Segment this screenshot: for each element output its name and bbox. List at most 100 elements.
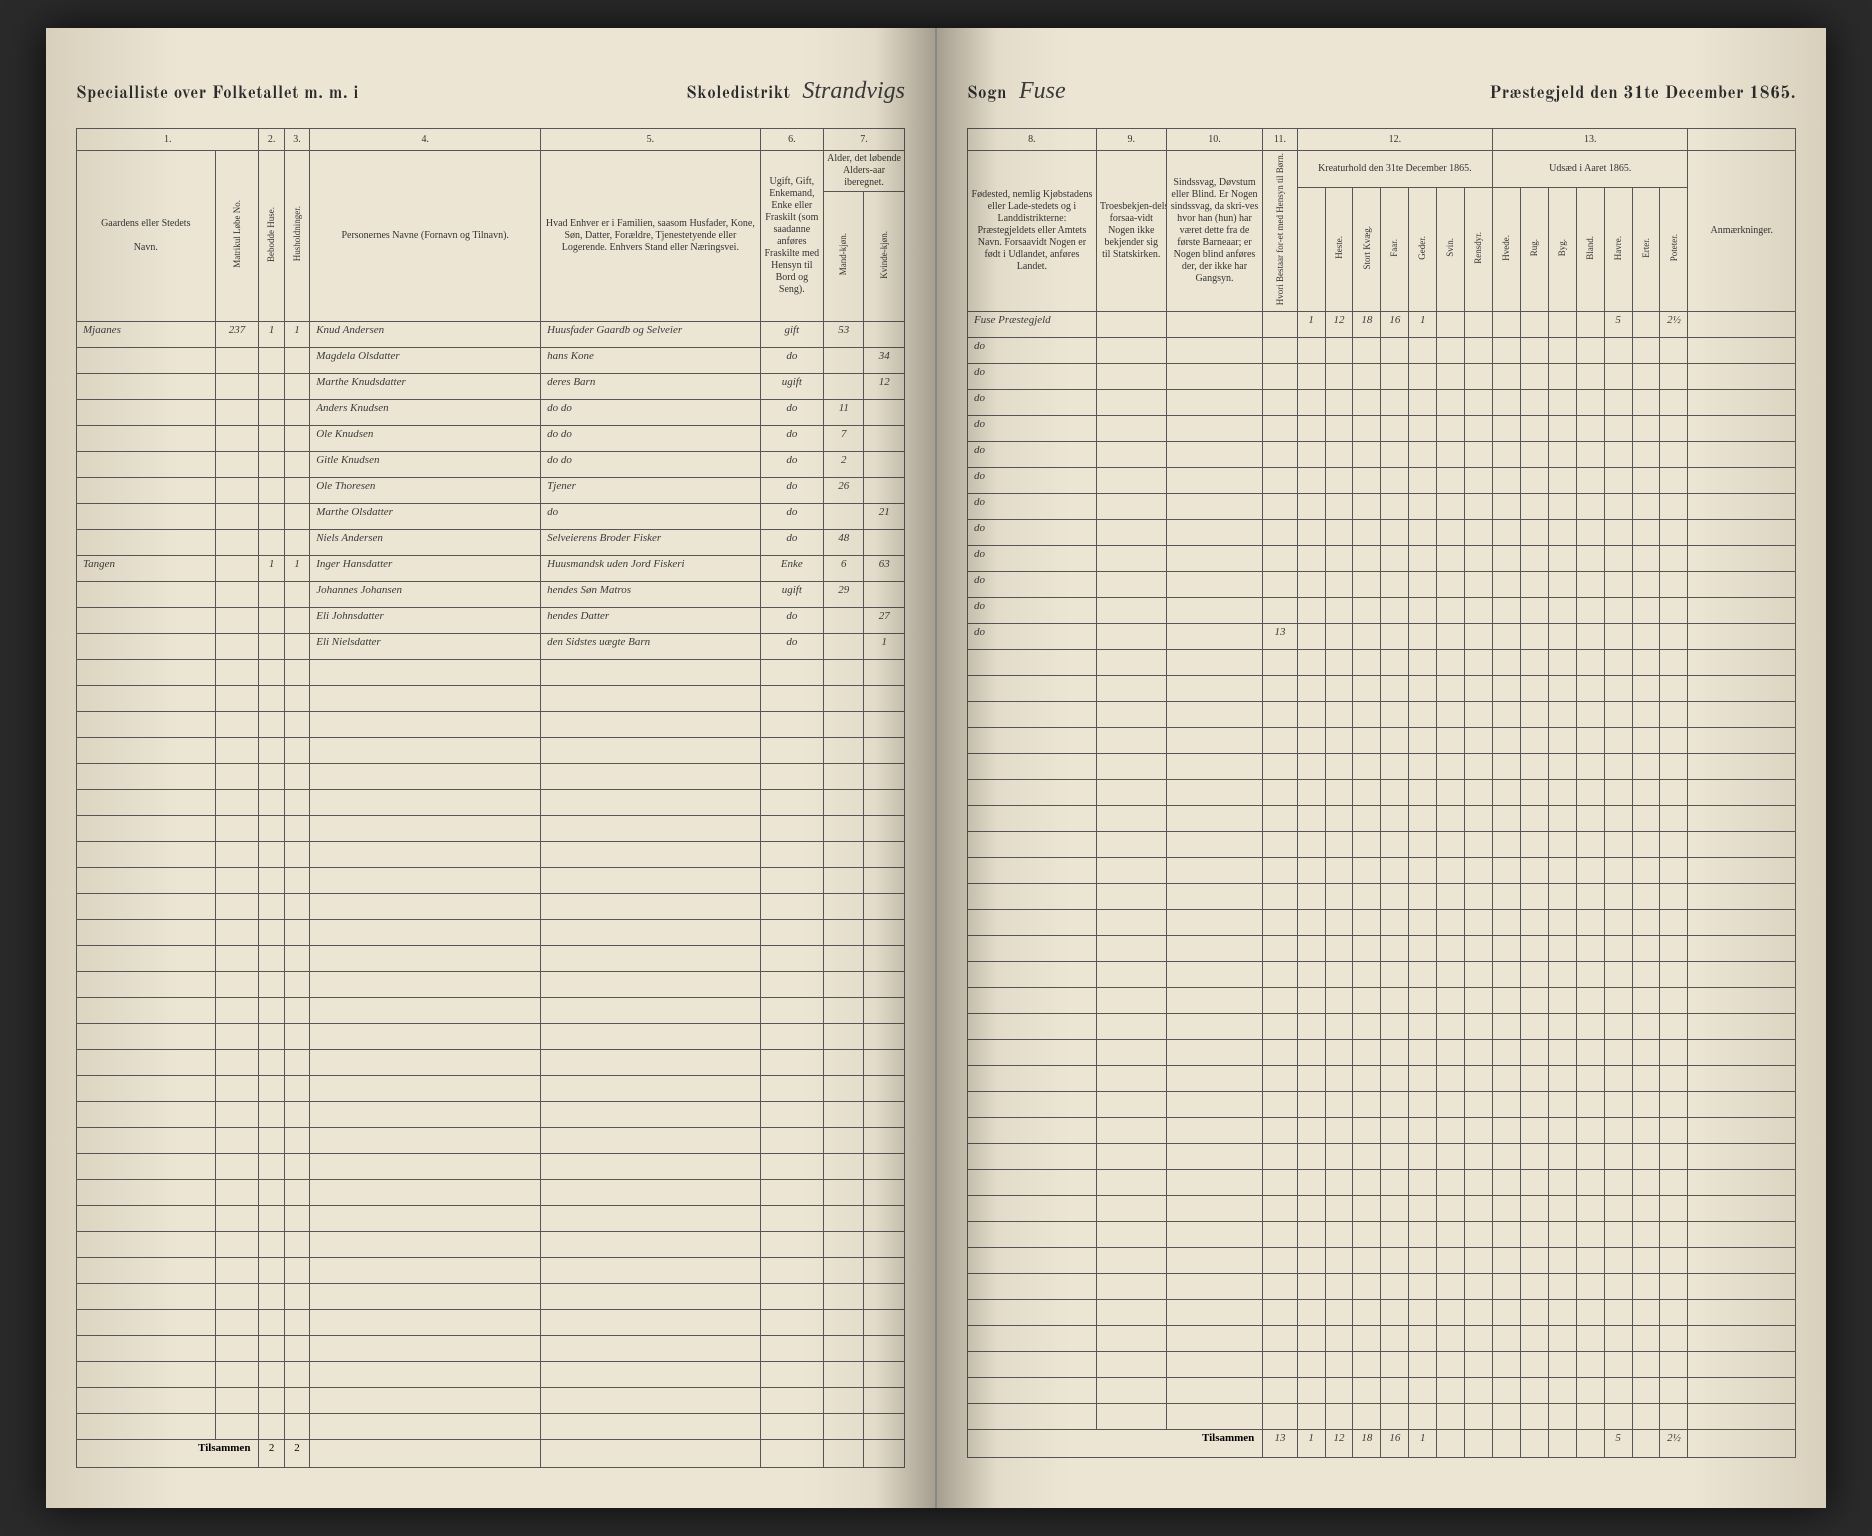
- total-kh-0: 1: [1297, 1430, 1325, 1458]
- total-ud-1: [1520, 1430, 1548, 1458]
- empty-row: [77, 946, 905, 972]
- skoledistrikt-label: Skoledistrikt: [686, 84, 790, 105]
- empty-row: [968, 650, 1796, 676]
- h11: Hvori Bestaar for‑et med Hensyn til Børn…: [1263, 151, 1297, 312]
- tilsammen-label-right: Tilsammen: [968, 1430, 1263, 1458]
- col-9-num: 9.: [1096, 129, 1166, 151]
- h7a: Alder, det løbende Alders‑aar iberegnet.: [824, 151, 905, 192]
- empty-row: [968, 910, 1796, 936]
- empty-row: [77, 816, 905, 842]
- empty-row: [77, 1232, 905, 1258]
- sub-header-1: Heste.: [1325, 188, 1353, 312]
- table-row: Niels AndersenSelveierens Broder Fiskerd…: [77, 530, 905, 556]
- table-row: do: [968, 494, 1796, 520]
- empty-row: [968, 676, 1796, 702]
- table-row: do: [968, 546, 1796, 572]
- left-table: 1. 2. 3. 4. 5. 6. 7. Gaardens eller Sted…: [76, 128, 905, 1468]
- sub-header-0: [1297, 188, 1325, 312]
- h4: Personernes Navne (Fornavn og Tilnavn).: [310, 151, 541, 322]
- empty-row: [77, 998, 905, 1024]
- empty-row: [77, 738, 905, 764]
- total-kh-3: 16: [1381, 1430, 1409, 1458]
- total-kh-6: [1465, 1430, 1493, 1458]
- col-1-num: 1.: [77, 129, 259, 151]
- empty-row: [968, 1066, 1796, 1092]
- table-row: Marthe Knudsdatterderes Barnugift12: [77, 374, 905, 400]
- empty-row: [968, 988, 1796, 1014]
- table-row: Tangen11Inger HansdatterHuusmandsk uden …: [77, 556, 905, 582]
- empty-row: [968, 1040, 1796, 1066]
- sub-header-10: Bland.: [1576, 188, 1604, 312]
- col-6-num: 6.: [760, 129, 824, 151]
- table-row: Gitle Knudsendo dodo2: [77, 452, 905, 478]
- table-row: do13: [968, 624, 1796, 650]
- empty-row: [77, 1102, 905, 1128]
- empty-row: [968, 1144, 1796, 1170]
- total-ud-3: [1576, 1430, 1604, 1458]
- right-table: 8. 9. 10. 11. 12. 13. Fødested, nemlig K…: [967, 128, 1796, 1458]
- total-kh-2: 18: [1353, 1430, 1381, 1458]
- empty-row: [77, 1050, 905, 1076]
- right-totals-row: Tilsammen 13 1 12 18 16 1 5 2½: [968, 1430, 1796, 1458]
- table-row: do: [968, 416, 1796, 442]
- empty-row: [77, 1362, 905, 1388]
- left-page: Specialliste over Folketallet m. m. i Sk…: [46, 28, 937, 1508]
- sub-header-4: Geder.: [1409, 188, 1437, 312]
- empty-row: [968, 702, 1796, 728]
- total-ud-0: [1493, 1430, 1521, 1458]
- empty-row: [77, 1128, 905, 1154]
- h9: Troesbekjen‑delse, forsaa‑vidt Nogen ikk…: [1096, 151, 1166, 312]
- empty-row: [968, 1118, 1796, 1144]
- empty-row: [968, 1326, 1796, 1352]
- sub-header-11: Havre.: [1604, 188, 1632, 312]
- h7c: Kvinde‑kjøn.: [864, 192, 905, 322]
- h1: Gaardens eller StedetsNavn.: [77, 151, 216, 322]
- h-last: Anmærkninger.: [1688, 151, 1796, 312]
- h5: Hvad Enhver er i Familien, saasom Husfad…: [541, 151, 760, 322]
- total-kh-5: [1437, 1430, 1465, 1458]
- empty-row: [968, 1014, 1796, 1040]
- empty-row: [968, 806, 1796, 832]
- empty-row: [968, 780, 1796, 806]
- h3: Husholdninger.: [284, 151, 309, 322]
- census-ledger-book: Specialliste over Folketallet m. m. i Sk…: [46, 28, 1826, 1508]
- table-row: do: [968, 520, 1796, 546]
- h1c: Matrikul Løbe No.: [215, 151, 259, 322]
- table-row: Eli Johnsdatterhendes Datterdo27: [77, 608, 905, 634]
- empty-row: [77, 1076, 905, 1102]
- empty-row: [968, 884, 1796, 910]
- h6: Ugift, Gift, Enkemand, Enke eller Fraski…: [760, 151, 824, 322]
- empty-row: [968, 1170, 1796, 1196]
- col-last: [1688, 129, 1796, 151]
- sub-header-7: Hvede.: [1493, 188, 1521, 312]
- right-header: Sogn Fuse Præstegjeld den 31te December …: [967, 78, 1796, 108]
- right-title: Præstegjeld den 31te December 1865.: [1489, 84, 1796, 105]
- table-row: do: [968, 572, 1796, 598]
- col-2-num: 2.: [259, 129, 284, 151]
- left-header: Specialliste over Folketallet m. m. i Sk…: [76, 78, 905, 108]
- col-12-num: 12.: [1297, 129, 1492, 151]
- empty-row: [968, 1404, 1796, 1430]
- table-row: do: [968, 390, 1796, 416]
- col-8-num: 8.: [968, 129, 1097, 151]
- empty-row: [77, 868, 905, 894]
- table-row: Ole ThoresenTjenerdo26: [77, 478, 905, 504]
- empty-row: [77, 1414, 905, 1440]
- empty-row: [968, 728, 1796, 754]
- total-hus: 2: [259, 1440, 284, 1468]
- sub-header-12: Erter.: [1632, 188, 1660, 312]
- empty-row: [968, 1300, 1796, 1326]
- sub-header-9: Byg.: [1548, 188, 1576, 312]
- empty-row: [77, 972, 905, 998]
- empty-row: [77, 1336, 905, 1362]
- empty-row: [77, 1024, 905, 1050]
- empty-row: [77, 1258, 905, 1284]
- empty-row: [77, 894, 905, 920]
- table-row: do: [968, 364, 1796, 390]
- col-4-num: 4.: [310, 129, 541, 151]
- col-5-num: 5.: [541, 129, 760, 151]
- total-ud-4: 5: [1604, 1430, 1632, 1458]
- empty-row: [968, 1248, 1796, 1274]
- empty-row: [77, 660, 905, 686]
- h13: Udsæd i Aaret 1865.: [1493, 151, 1688, 188]
